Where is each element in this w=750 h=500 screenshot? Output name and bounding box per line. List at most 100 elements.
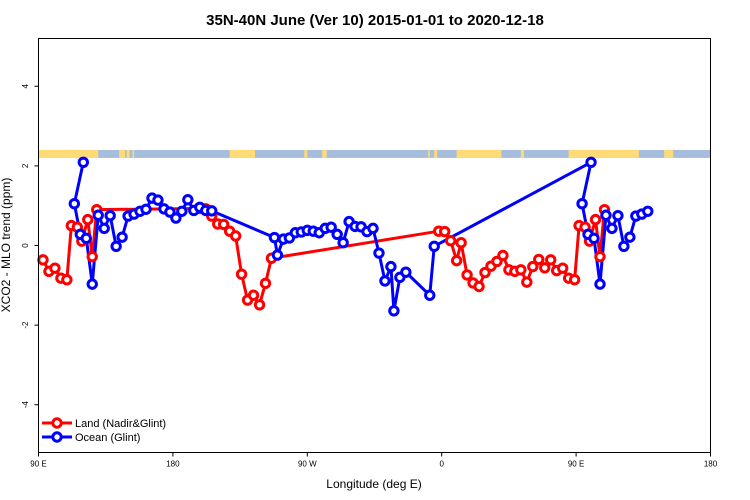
data-point-1	[92, 209, 104, 221]
data-point-1	[268, 231, 281, 244]
landmask-strip	[38, 149, 711, 158]
x-axis-label: Longitude (deg E)	[326, 477, 421, 491]
legend-ocean-label: Ocean (Glint)	[75, 432, 140, 444]
x-tick-label: 180	[166, 460, 180, 469]
data-point-1	[182, 194, 194, 206]
data-point-0	[556, 262, 569, 274]
data-point-1	[98, 222, 110, 235]
series-line-1	[72, 160, 649, 313]
plot-frame	[38, 38, 711, 453]
data-point-0	[450, 254, 463, 267]
data-point-0	[235, 268, 248, 280]
data-point-0	[37, 254, 49, 266]
data-point-1	[331, 228, 343, 241]
data-point-1	[400, 266, 412, 278]
data-point-0	[479, 266, 491, 279]
data-point-1	[576, 198, 588, 210]
data-point-0	[527, 260, 539, 273]
data-point-1	[428, 240, 440, 252]
land-band	[229, 149, 256, 158]
y-axis-label: XCO2 - MLO trend (ppm)	[0, 178, 13, 313]
y-tick-label: 2	[21, 163, 30, 168]
land-band	[38, 149, 99, 158]
data-point-0	[568, 274, 581, 286]
data-point-0	[473, 280, 485, 293]
data-point-1	[618, 240, 630, 252]
data-point-1	[110, 240, 122, 252]
data-point-1	[388, 305, 400, 317]
y-tick-label: -4	[21, 401, 30, 409]
data-point-1	[104, 209, 116, 222]
data-point-1	[116, 231, 128, 243]
land-band	[132, 149, 135, 158]
data-point-0	[86, 250, 98, 263]
data-point-0	[533, 253, 545, 266]
data-point-1	[624, 231, 636, 243]
data-point-0	[247, 289, 260, 301]
data-point-1	[642, 205, 654, 217]
data-point-0	[229, 230, 242, 242]
data-point-1	[77, 156, 90, 169]
series-lines	[41, 160, 649, 313]
data-point-0	[589, 213, 602, 226]
data-point-0	[455, 237, 467, 249]
data-point-0	[461, 269, 473, 281]
data-point-0	[49, 262, 61, 274]
data-point-1	[176, 205, 188, 217]
data-point-0	[497, 249, 509, 262]
legend-ocean-marker	[51, 431, 63, 443]
data-point-1	[612, 209, 624, 222]
land-band	[322, 149, 326, 158]
data-point-1	[367, 222, 379, 235]
x-tick-label: 90 E	[568, 460, 584, 469]
ocean-band	[38, 149, 711, 158]
y-tick-label: -2	[21, 321, 30, 329]
land-band	[520, 149, 524, 158]
land-band	[434, 149, 438, 158]
series-points	[37, 156, 654, 317]
land-band	[428, 149, 430, 158]
x-tick-label: 90 E	[30, 460, 46, 469]
land-band	[456, 149, 502, 158]
data-point-1	[373, 247, 385, 259]
data-point-1	[594, 278, 606, 290]
data-point-0	[61, 274, 73, 286]
y-tick-label: 4	[21, 83, 30, 88]
data-point-1	[424, 289, 436, 301]
x-axis: 90 E 180 90 W 0 90 E 180	[30, 452, 718, 469]
chart-title: 35N-40N June (Ver 10) 2015-01-01 to 2020…	[206, 12, 544, 29]
land-band	[304, 149, 308, 158]
data-point-1	[80, 232, 92, 245]
data-point-1	[170, 212, 182, 224]
data-point-0	[82, 213, 94, 226]
x-tick-label: 0	[439, 460, 444, 469]
data-point-1	[379, 275, 391, 287]
data-point-1	[140, 203, 152, 215]
data-point-0	[539, 262, 551, 274]
data-point-0	[217, 218, 230, 231]
y-axis: -4 -2 0 2 4	[21, 83, 39, 408]
legend-land-marker	[51, 417, 63, 429]
data-point-1	[68, 198, 81, 210]
land-band	[568, 149, 639, 158]
data-point-1	[152, 194, 164, 206]
data-point-1	[600, 209, 612, 221]
data-point-0	[253, 299, 266, 311]
data-point-0	[594, 250, 606, 263]
data-point-1	[588, 232, 600, 245]
data-point-1	[606, 222, 618, 235]
data-point-0	[521, 276, 533, 288]
data-point-0	[545, 254, 557, 266]
data-point-1	[325, 221, 337, 233]
data-point-1	[385, 260, 397, 273]
land-band	[664, 149, 674, 158]
x-tick-label: 180	[704, 460, 718, 469]
legend: Land (Nadir&Glint) Ocean (Glint)	[42, 417, 166, 444]
data-point-0	[515, 264, 527, 276]
data-point-0	[444, 235, 457, 247]
land-band	[126, 149, 130, 158]
data-point-0	[438, 225, 451, 238]
data-point-1	[206, 205, 218, 217]
data-point-1	[337, 237, 349, 249]
